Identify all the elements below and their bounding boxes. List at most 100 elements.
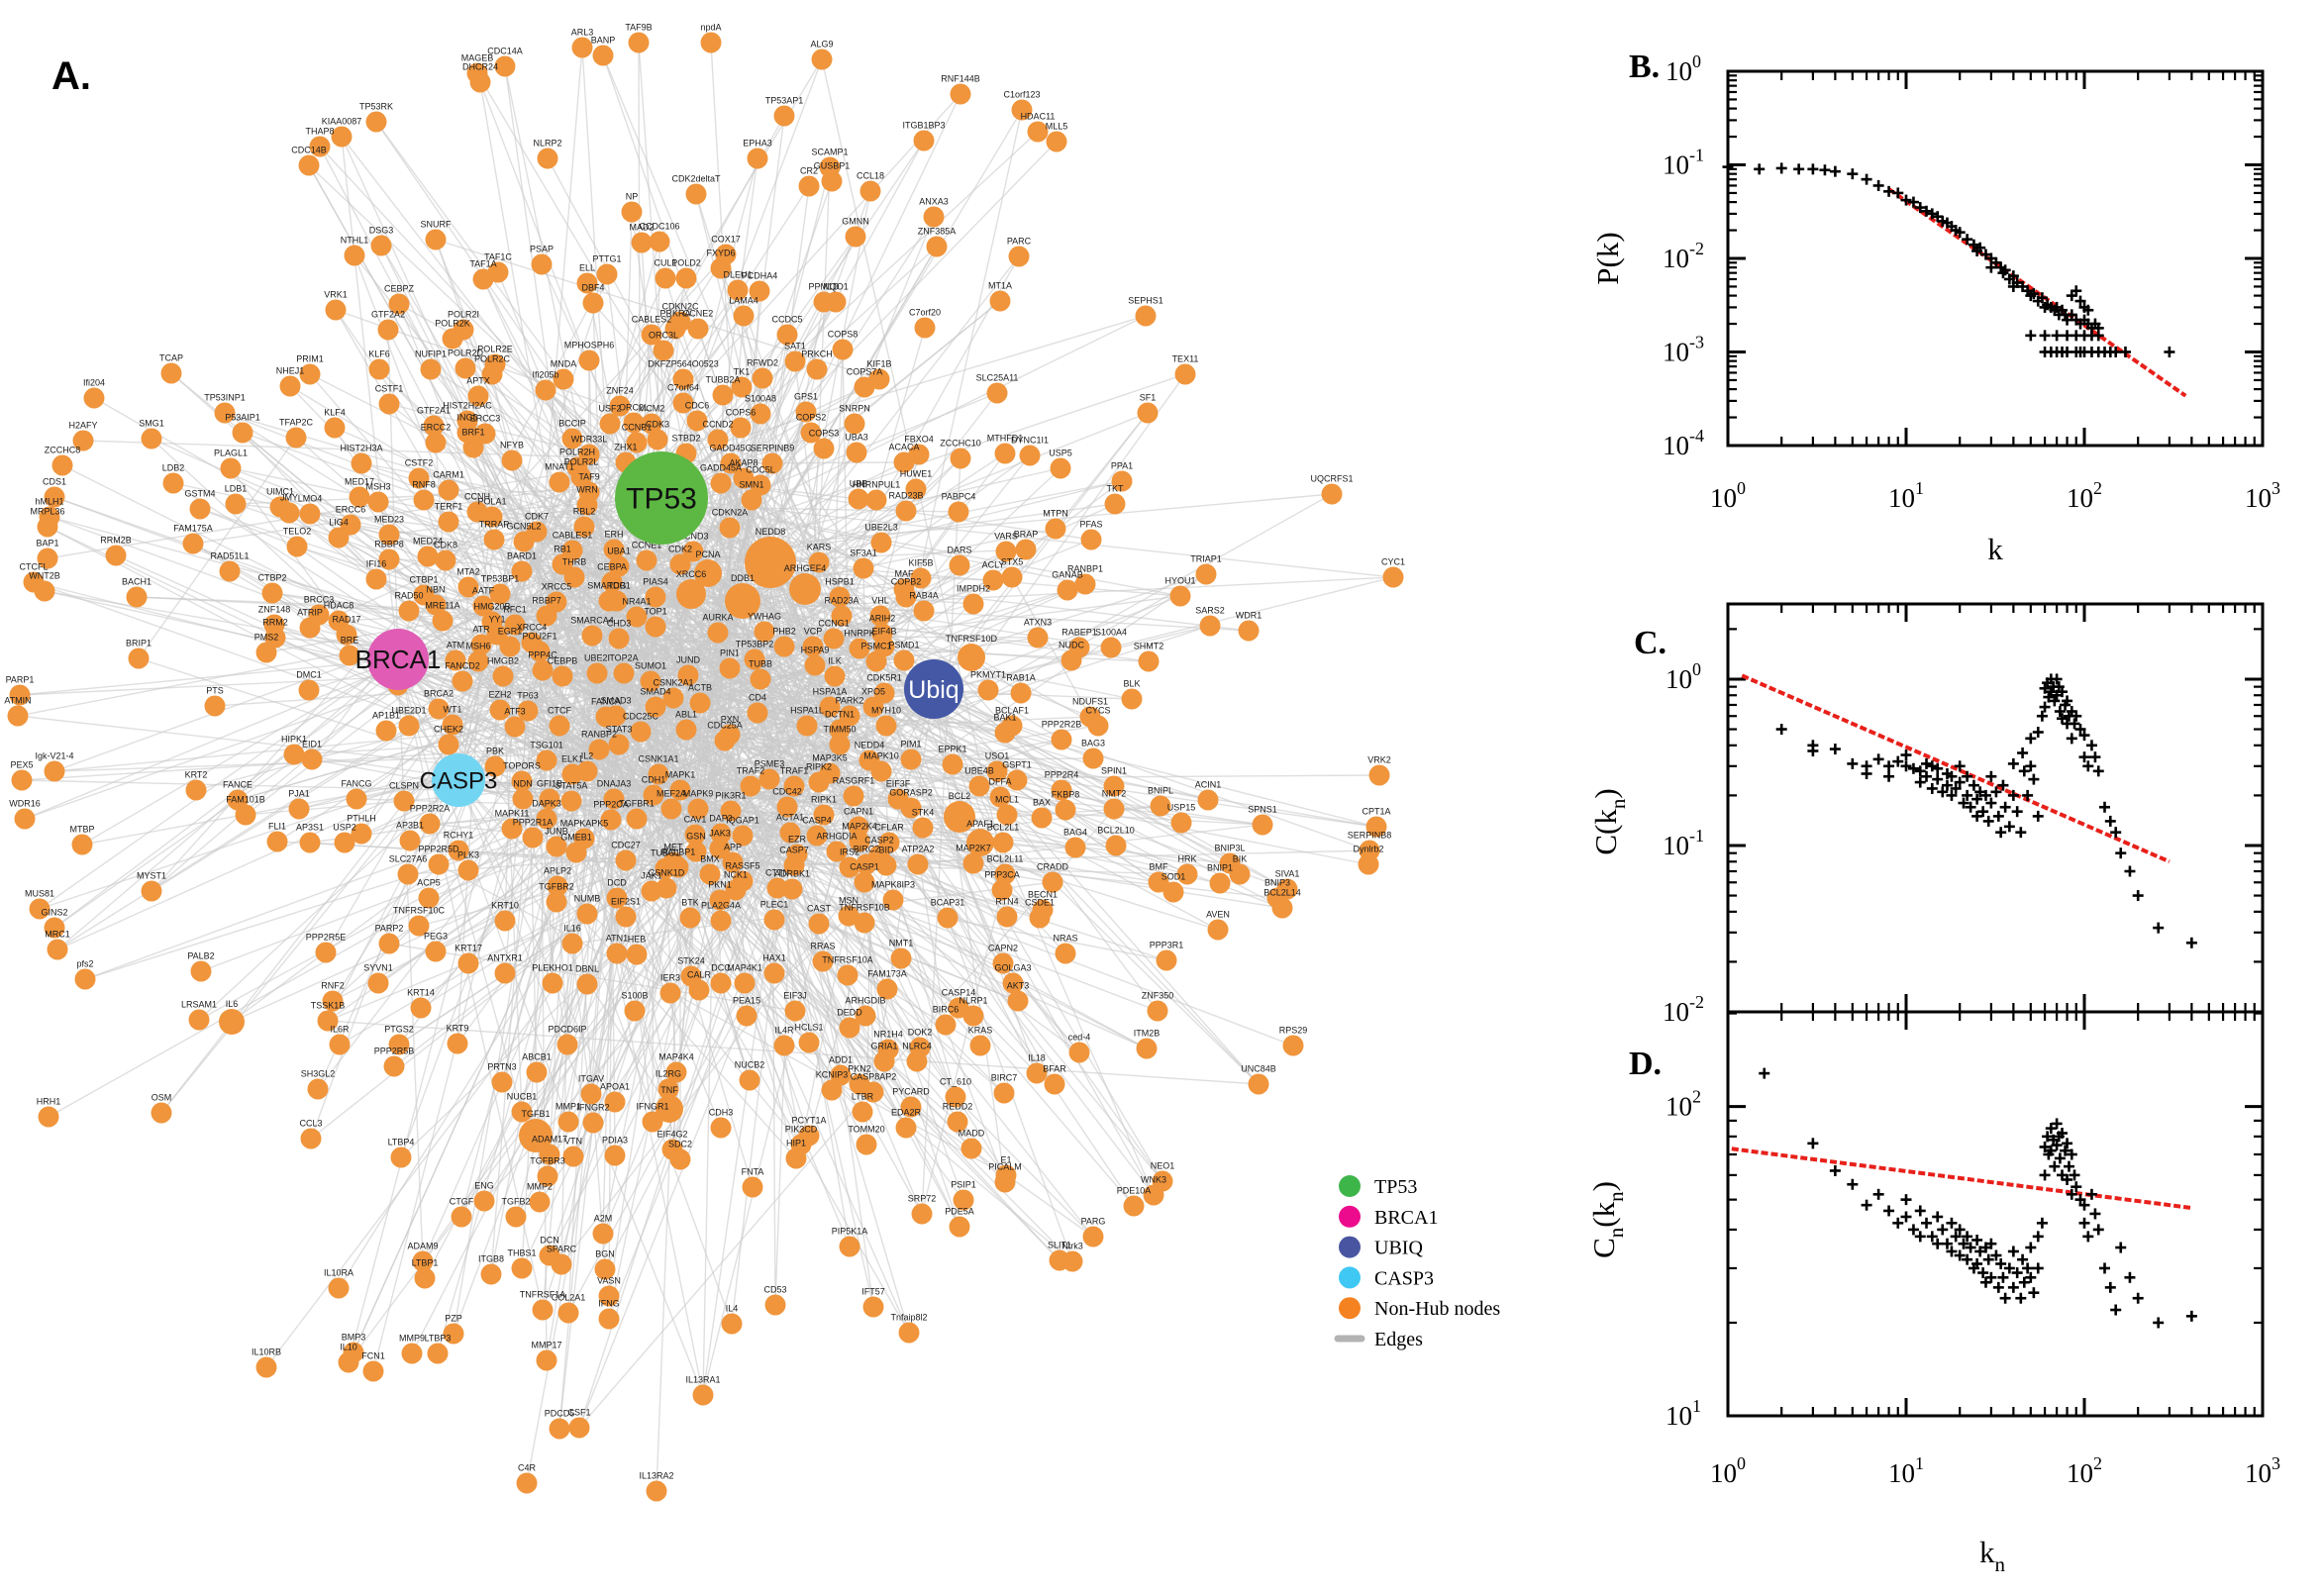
network-node [996, 906, 1018, 928]
network-edge [308, 164, 662, 499]
network-node [418, 887, 440, 909]
network-node [1029, 907, 1051, 929]
node-label: PARC [1007, 237, 1032, 247]
node-label: CSNK1A1 [638, 754, 678, 764]
network-node [911, 1203, 933, 1225]
network-node [1170, 812, 1192, 834]
node-label: AKT3 [1007, 981, 1030, 991]
network-node [576, 760, 598, 782]
network-edge [660, 497, 1260, 1085]
network-node [377, 319, 399, 341]
node-label: MTHFD1 [987, 434, 1024, 444]
node-label: TOPORS [503, 761, 541, 771]
node-label: SRP72 [908, 1194, 937, 1204]
scatter-points [1759, 1067, 2197, 1329]
node-label: NMT2 [1102, 789, 1127, 799]
node-label: CDK2 [668, 545, 692, 554]
network-node [481, 363, 503, 385]
network-node [813, 291, 835, 313]
node-label: SMARCB1 [587, 581, 631, 591]
network-edge [692, 493, 1333, 552]
node-label: MAGEB [461, 53, 494, 63]
network-node [603, 788, 625, 810]
node-label: npdA [700, 23, 721, 33]
node-label: MRE11A [425, 601, 459, 611]
network-node [907, 853, 929, 875]
node-label: RNF8 [412, 480, 436, 490]
node-label: S100A4 [1095, 628, 1127, 638]
node-label: FANCE [223, 780, 252, 790]
node-label: MMP2 [527, 1182, 553, 1192]
network-node [849, 831, 870, 852]
node-label: NUCB2 [735, 1060, 765, 1070]
node-label: TAF9 [578, 472, 599, 482]
node-label: CDS1 [43, 477, 66, 487]
node-label: PICALM [988, 1162, 1022, 1172]
node-label: TP53INP1 [204, 393, 246, 403]
node-label: C4R [518, 1463, 537, 1473]
network-node [410, 997, 432, 1019]
network-node [709, 889, 731, 911]
plot-panel-b: 100 101 102 103 100 10-1 10-2 10-3 10-4 P(k) k [1590, 51, 2280, 566]
node-label: IL10RB [252, 1347, 281, 1357]
network-node [1002, 972, 1024, 994]
node-label: RFWD2 [747, 358, 778, 368]
node-label: PHB2 [772, 627, 796, 637]
node-label: DBF4 [581, 283, 604, 293]
node-label: CDK7 [525, 512, 549, 522]
node-label: NEDD8 [756, 527, 786, 537]
node-label: UBE2L3 [864, 523, 898, 533]
plot-ticks [1726, 1012, 2265, 1418]
network-node [626, 606, 648, 628]
node-label: RAB1A [1006, 673, 1036, 683]
node-label: IL2RG [656, 1069, 681, 1079]
network-node [141, 428, 162, 449]
tick-label: 100 [1666, 51, 1701, 86]
node-label: TNF [660, 1085, 678, 1095]
network-node [9, 684, 31, 706]
network-node [1176, 863, 1198, 885]
network-node [615, 906, 637, 928]
network-node [744, 648, 765, 670]
node-label: SNURF [421, 220, 453, 230]
network-node [712, 384, 734, 406]
node-label: JUND [676, 655, 700, 665]
node-label: BTK [681, 898, 699, 908]
network-node [452, 670, 473, 692]
node-label: TNFRSF10D [946, 634, 998, 644]
node-label: TERF1 [435, 502, 463, 512]
node-label: PARP2 [375, 924, 404, 934]
network-node [1248, 1073, 1269, 1095]
node-label: RBBP8 [374, 540, 404, 549]
network-node [299, 832, 321, 853]
node-label: COPB2 [891, 577, 922, 587]
node-label: MSH3 [365, 482, 390, 492]
node-label: GRIA1 [870, 1042, 897, 1051]
node-label: PSAP [530, 245, 554, 254]
network-node [368, 358, 390, 380]
node-label: IL2 [581, 751, 594, 761]
node-label: RABEP1 [1061, 628, 1097, 638]
network-edge [480, 644, 733, 1325]
network-node [626, 432, 648, 453]
node-label: GADD45G [709, 444, 752, 453]
network-node [592, 1223, 614, 1245]
node-label: ERCC2 [421, 423, 452, 433]
node-label: BCL2L14 [1263, 888, 1301, 898]
node-label: CASP1 [850, 862, 879, 872]
node-label: XRCC4 [517, 623, 548, 633]
node-label: MMP1 [556, 1102, 581, 1112]
network-node [631, 232, 653, 253]
node-label: APOA1 [600, 1082, 630, 1092]
network-node [725, 879, 747, 901]
node-label: CDC14A [487, 47, 523, 56]
node-label: IL18 [1028, 1053, 1046, 1063]
network-node [428, 698, 450, 720]
network-node [448, 840, 469, 861]
network-node [862, 1296, 884, 1318]
node-label: ATR [472, 625, 490, 635]
node-label: RIPK1 [811, 795, 837, 805]
network-node [1123, 1195, 1145, 1217]
network-edge [847, 974, 912, 1108]
network-node [773, 1035, 795, 1056]
